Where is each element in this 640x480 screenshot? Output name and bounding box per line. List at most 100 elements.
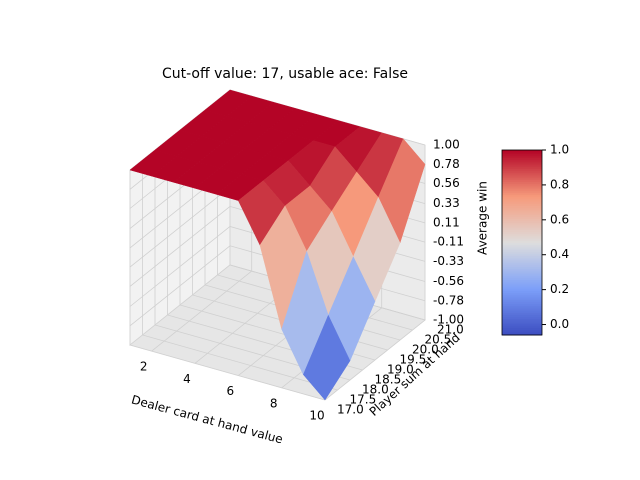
- colorbar-segment: [502, 251, 542, 255]
- colorbar-segment: [502, 168, 542, 171]
- colorbar-segment: [502, 198, 542, 201]
- colorbar-segment: [502, 264, 542, 268]
- colorbar-segment: [502, 240, 542, 243]
- colorbar-segment: [502, 268, 542, 271]
- colorbar-segment: [502, 316, 542, 319]
- colorbar-segment: [502, 157, 542, 160]
- colorbar-segment: [502, 331, 542, 334]
- colorbar-segment: [502, 272, 542, 275]
- colorbar-segment: [502, 288, 542, 292]
- z-tick-label: 1.00: [433, 138, 460, 152]
- colorbar-segment: [502, 242, 542, 245]
- colorbar-segment: [502, 211, 542, 214]
- colorbar-segment: [502, 235, 542, 238]
- colorbar-segment: [502, 322, 542, 325]
- colorbar-segment: [502, 320, 542, 323]
- colorbar-tick-label: 0.2: [550, 282, 569, 296]
- colorbar-segment: [502, 183, 542, 186]
- z-tick-label: 0.33: [433, 196, 460, 210]
- colorbar-segment: [502, 266, 542, 269]
- colorbar-segment: [502, 196, 542, 199]
- colorbar-segment: [502, 248, 542, 251]
- colorbar-segment: [502, 246, 542, 249]
- z-tick-label: 0.56: [433, 176, 460, 190]
- colorbar-segment: [502, 253, 542, 256]
- colorbar-segment: [502, 298, 542, 301]
- colorbar-segment: [502, 177, 542, 181]
- colorbar-segment: [502, 296, 542, 299]
- z-tick-label: -0.11: [433, 235, 464, 249]
- colorbar-segment: [502, 203, 542, 206]
- colorbar-segment: [502, 201, 542, 205]
- colorbar-segment: [502, 244, 542, 247]
- colorbar-segment: [502, 222, 542, 225]
- colorbar-segment: [502, 162, 542, 166]
- z-tick-label: 0.11: [433, 215, 460, 229]
- colorbar-segment: [502, 259, 542, 262]
- colorbar-segment: [502, 179, 542, 182]
- x-tick-label: 4: [183, 372, 191, 386]
- colorbar-frame: [501, 149, 543, 336]
- colorbar-segment: [502, 310, 542, 314]
- y-tick-label: 18.5: [375, 373, 402, 387]
- colorbar-segment: [502, 190, 542, 194]
- x-tick-label: 2: [140, 360, 148, 374]
- colorbar-segment: [502, 309, 542, 312]
- colorbar-segment: [502, 153, 542, 157]
- colorbar-segment: [502, 216, 542, 219]
- y-tick-label: 20.5: [425, 333, 452, 347]
- colorbar-segment: [502, 199, 542, 203]
- colorbar-segment: [502, 285, 542, 288]
- colorbar-segment: [502, 255, 542, 258]
- z-tick-label: -0.78: [433, 293, 464, 307]
- colorbar-segment: [502, 207, 542, 210]
- colorbar-segment: [502, 172, 542, 175]
- colorbar-segment: [502, 220, 542, 223]
- z-tick-label: -0.56: [433, 274, 464, 288]
- colorbar-segment: [502, 312, 542, 316]
- colorbar-segment: [502, 333, 542, 336]
- colorbar-tick-label: 0.6: [550, 212, 569, 226]
- colorbar-segment: [502, 286, 542, 290]
- colorbar-tick-label: 0.8: [550, 177, 569, 191]
- colorbar-segment: [502, 290, 542, 293]
- y-tick-label: 18.0: [362, 383, 389, 397]
- colorbar-tick-label: 1.0: [550, 143, 569, 157]
- colorbar-segment: [502, 194, 542, 197]
- colorbar-segment: [502, 212, 542, 216]
- colorbar-segment: [502, 170, 542, 173]
- x-tick-label: 6: [227, 384, 235, 398]
- colorbar-segment: [502, 150, 542, 153]
- colorbar-segment: [502, 181, 542, 184]
- colorbar-segment: [502, 231, 542, 234]
- colorbar-segment: [502, 209, 542, 212]
- colorbar-segment: [502, 292, 542, 295]
- x-tick-label: 8: [270, 396, 278, 410]
- colorbar-tick-label: 0.4: [550, 247, 569, 261]
- colorbar-segment: [502, 164, 542, 168]
- y-tick-label: 19.5: [400, 353, 427, 367]
- colorbar-segment: [502, 294, 542, 297]
- colorbar-segment: [502, 323, 542, 327]
- colorbar-segment: [502, 205, 542, 208]
- colorbar-segment: [502, 188, 542, 192]
- colorbar-segment: [502, 166, 542, 169]
- x-axis-label: Dealer card at hand value: [130, 393, 285, 447]
- colorbar-segment: [502, 270, 542, 273]
- colorbar-segment: [502, 224, 542, 227]
- colorbar-segment: [502, 277, 542, 280]
- colorbar-segment: [502, 303, 542, 306]
- colorbar-segment: [502, 301, 542, 305]
- colorbar-segment: [502, 161, 542, 164]
- colorbar-tick-label: 0.0: [550, 317, 569, 331]
- colorbar-segment: [502, 227, 542, 231]
- colorbar-segment: [502, 187, 542, 190]
- colorbar-segment: [502, 236, 542, 240]
- colorbar-segment: [502, 257, 542, 260]
- x-tick-label: 10: [309, 409, 324, 423]
- colorbar-segment: [502, 281, 542, 284]
- colorbar-segment: [502, 159, 542, 162]
- colorbar-segment: [502, 305, 542, 308]
- y-tick-label: 17.5: [350, 393, 377, 407]
